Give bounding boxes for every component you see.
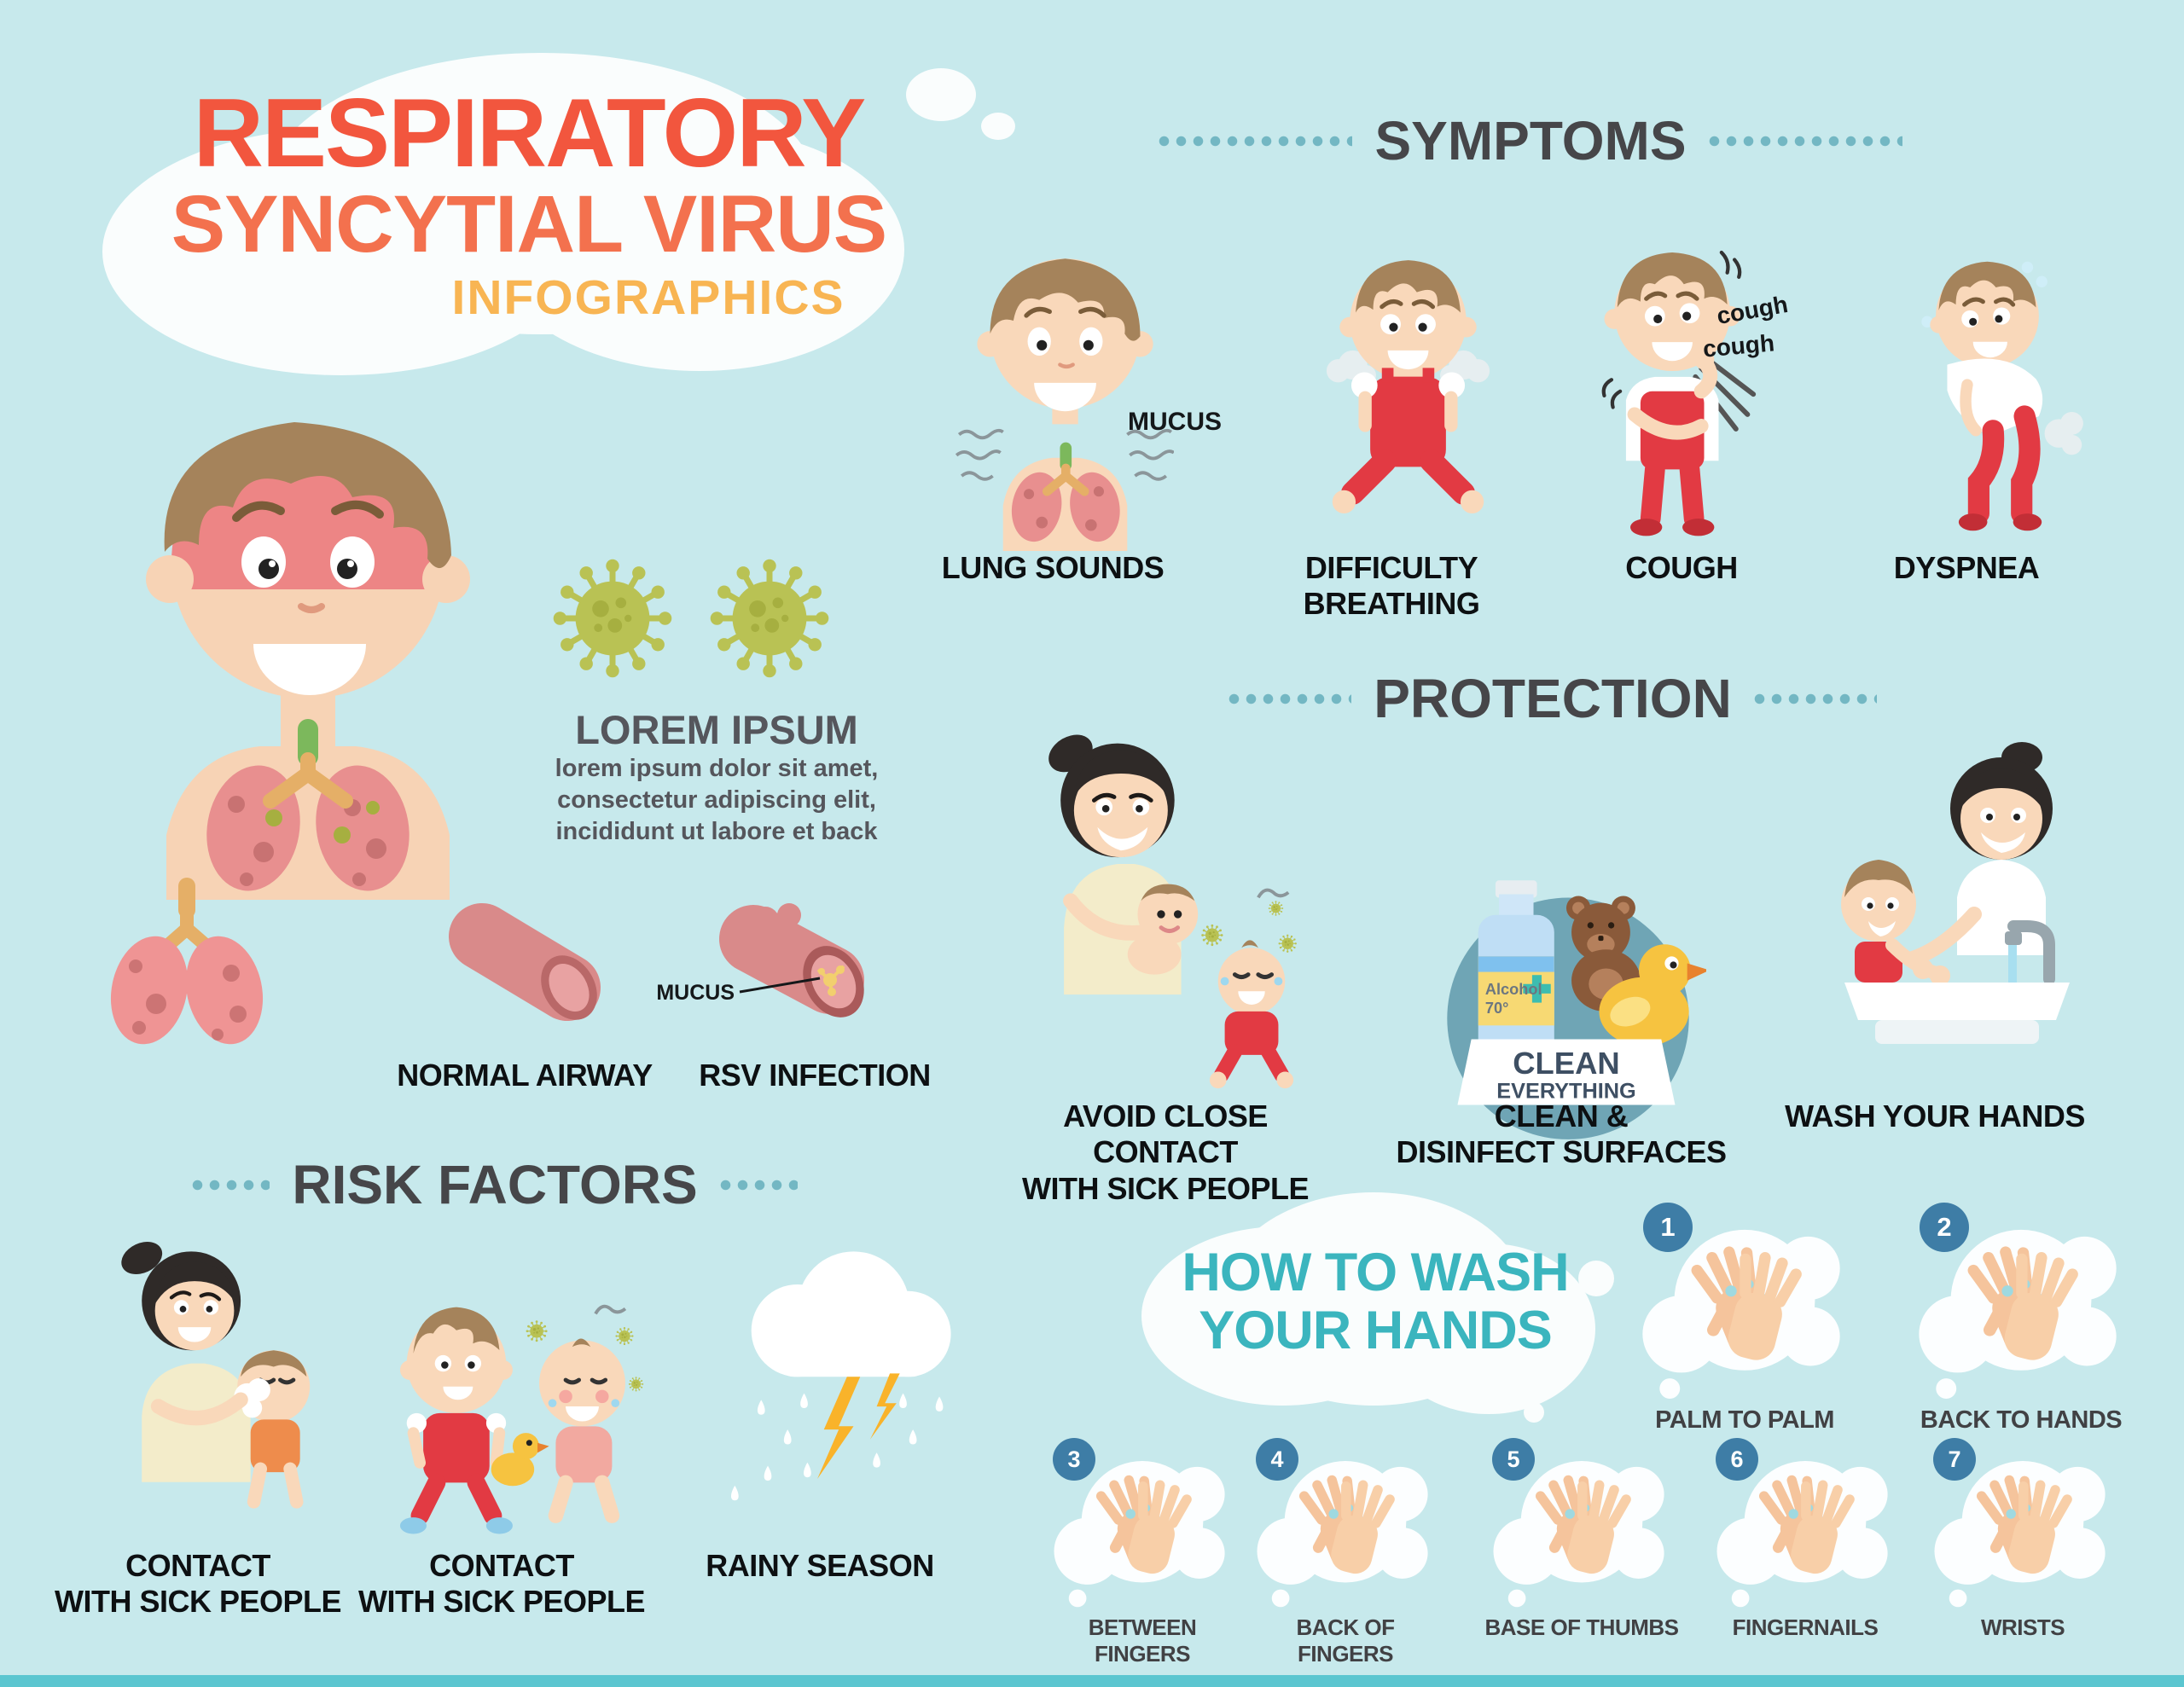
lightning-icon [817,1377,861,1480]
dyspnea-illustration [1921,261,2083,531]
dotted-line [1228,693,1352,704]
mucus-annotation: MUCUS [656,981,735,1005]
toy-duck-icon [491,1433,549,1487]
normal-airway-illustration [449,903,601,1021]
dotted-line [1753,693,1877,704]
svg-text:Alcohol: Alcohol [1485,981,1542,998]
howto-heading: HOW TO WASH YOUR HANDS [1182,1243,1569,1361]
lung-sounds-label: LUNG SOUNDS [941,550,1165,585]
rsv-infection-illustration: MUCUS [656,903,864,1017]
dotted-line [719,1179,798,1191]
lung-sounds-illustration [955,258,1174,551]
contact-with-sick-people-illustration [121,1242,311,1509]
intro-text: LOREM IPSUM lorem ipsum dolor sit amet, … [520,706,913,848]
banner-line-1: CLEAN [1513,1046,1619,1081]
wash-step-7: 7 WRISTS [1925,1438,2121,1641]
protection-heading: PROTECTION [1374,668,1732,729]
risk-factors-heading: RISK FACTORS [292,1154,698,1215]
wash-step-1: 1 PALM TO PALM [1631,1203,1858,1435]
wash-step-6: 6 FINGERNAILS [1707,1438,1903,1641]
banner-line-2: EVERYTHING [1496,1079,1636,1103]
rubber-duck-icon [1599,944,1706,1046]
step-number-badge: 1 [1643,1203,1693,1252]
rainy-season-illustration [730,1251,951,1501]
step-number-badge: 4 [1256,1438,1298,1481]
lungs-icon [110,878,264,1045]
title-cloud-puff [981,113,1015,140]
cough-label: COUGH [1625,550,1738,585]
dotted-line [1159,135,1353,147]
dotted-line [192,1179,270,1191]
difficulty-breathing-illustration [1326,260,1490,514]
rainy-season-label: RAINY SEASON [706,1548,934,1583]
cough-illustration [1601,250,1757,536]
normal-airway-label: NORMAL AIRWAY [397,1058,653,1093]
mucus-annotation: MUCUS [1128,408,1222,436]
wash-your-hands-illustration [1841,742,2070,1044]
clean-everything-banner [1457,1039,1676,1105]
wash-step-5: 5 BASE OF THUMBS [1484,1438,1680,1641]
avoid-close-contact-label: AVOID CLOSE CONTACT WITH SICK PEOPLE [1021,1099,1310,1206]
step-number-badge: 6 [1716,1438,1758,1481]
protection-section-header: PROTECTION [1228,667,1877,730]
clean-disinfect-label: CLEAN & DISINFECT SURFACES [1396,1099,1727,1170]
risk-contact-label-2: CONTACT WITH SICK PEOPLE [357,1548,646,1620]
howto-cloud-bubble [1524,1402,1544,1423]
raindrops [730,1393,944,1501]
rsv-infection-label: RSV INFECTION [699,1058,931,1093]
howto-cloud-bubble [1578,1261,1614,1296]
dyspnea-label: DYSPNEA [1893,550,2040,585]
risk-contact-label-1: CONTACT WITH SICK PEOPLE [54,1548,342,1620]
title-line-1: RESPIRATORY [193,79,867,188]
title-line-3: INFOGRAPHICS [451,270,845,325]
wash-your-hands-label: WASH YOUR HANDS [1785,1099,2085,1133]
avoid-close-contact-illustration [1048,734,1298,1089]
intro-heading: LOREM IPSUM [575,707,858,752]
virus-icon [710,559,829,678]
title-cloud-puff [906,68,976,121]
dotted-line [1708,135,1902,147]
bottom-accent-strip [0,1675,2184,1687]
sick-babies-illustration [399,1304,644,1534]
symptoms-section-header: SYMPTOMS [1159,109,1902,172]
step-number-badge: 3 [1053,1438,1095,1481]
step-number-badge: 7 [1933,1438,1976,1481]
intro-line: consectetur adipiscing elit, [557,786,876,815]
intro-line: incididunt ut labore et back [555,818,878,846]
step-number-badge: 2 [1920,1203,1969,1252]
wash-step-3: 3 BETWEEN FINGERS [1044,1438,1240,1667]
step-number-badge: 5 [1492,1438,1535,1481]
wash-step-4: 4 BACK OF FINGERS [1247,1438,1443,1667]
symptoms-heading: SYMPTOMS [1374,110,1687,171]
boy-with-infected-lungs-illustration [146,422,470,900]
wash-step-2: 2 BACK TO HANDS [1908,1203,2135,1435]
lightning-icon [869,1373,900,1440]
alcohol-bottle-icon: Alcohol 70° [1478,880,1554,1067]
risk-factors-section-header: RISK FACTORS [192,1153,798,1216]
intro-line: lorem ipsum dolor sit amet, [555,755,879,782]
svg-text:70°: 70° [1485,1000,1509,1017]
clean-disinfect-illustration: Alcohol 70° CLEAN EVERYTHING [1447,880,1706,1139]
title-line-2: SYNCYTIAL VIRUS [171,179,887,270]
title-cloud [495,128,904,371]
virus-icon [553,559,672,678]
infographic-title: RESPIRATORY SYNCYTIAL VIRUS INFOGRAPHICS [128,85,930,328]
difficulty-breathing-label: DIFFICULTY BREATHING [1303,550,1480,622]
howto-cloud [1382,1244,1595,1414]
